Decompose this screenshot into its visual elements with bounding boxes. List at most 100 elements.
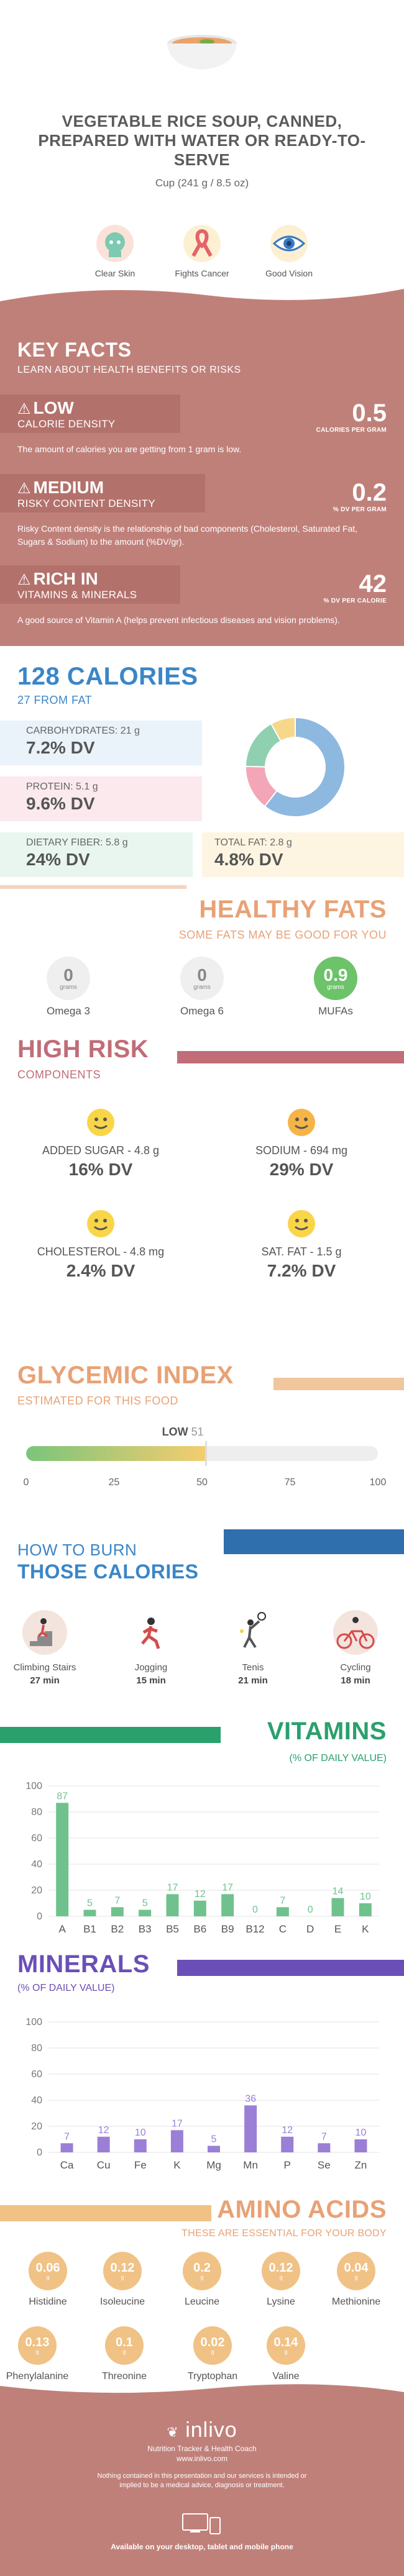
fact-description: The amount of calories you are getting f… xyxy=(17,444,242,454)
bar-value-label: 7 xyxy=(321,2131,327,2142)
category-label: P xyxy=(284,2159,291,2171)
bar-E xyxy=(331,1898,344,1916)
nutrient-dv: 4.8% DV xyxy=(214,850,283,869)
face-mask-icon xyxy=(96,225,134,262)
section-divider xyxy=(0,1727,221,1743)
bar-A xyxy=(56,1803,69,1916)
inlivo-logo[interactable]: ❦ inlivo xyxy=(167,2418,237,2442)
donut-slice-total-fat xyxy=(270,716,296,742)
bar-value-label: 12 xyxy=(98,2125,109,2136)
bar-B1 xyxy=(83,1909,96,1916)
y-tick-label: 60 xyxy=(31,2069,42,2080)
warning-icon: ⚠ xyxy=(17,571,31,588)
activity-cycling: Cycling 18 min xyxy=(309,1609,402,1686)
glycemic-value: 51 xyxy=(191,1426,204,1438)
fact-label: RISKY CONTENT DENSITY xyxy=(17,498,155,509)
fat-value: 0 xyxy=(197,965,207,985)
risk-dv: 16% DV xyxy=(68,1160,133,1179)
activity-time: 18 min xyxy=(341,1675,370,1686)
calories-subtitle: 27 FROM FAT xyxy=(17,694,93,706)
benefit-label: Clear Skin xyxy=(94,268,135,278)
burn-subtitle: HOW TO BURN xyxy=(17,1541,137,1559)
footer-url[interactable]: www.inlivo.com xyxy=(176,2454,228,2463)
fat-name: Omega 3 xyxy=(47,1005,90,1017)
smiley-face-icon xyxy=(87,1109,114,1136)
amino-value: 0.06 xyxy=(35,2261,60,2275)
bar-Ca xyxy=(60,2143,73,2152)
fat-value: 0.9 xyxy=(323,965,348,985)
glycemic-tick-label: 75 xyxy=(284,1477,296,1488)
stairs-icon xyxy=(22,1610,67,1655)
activity-tennis: Tenis 21 min xyxy=(206,1609,300,1686)
category-label: Mn xyxy=(243,2159,258,2171)
amino-value: 0.14 xyxy=(273,2336,298,2349)
category-label: B1 xyxy=(83,1923,96,1935)
section-divider xyxy=(273,1378,404,1390)
risk-added-sugar: ADDED SUGAR - 4.8 g 16% DV xyxy=(20,1107,181,1180)
bar-value-label: 17 xyxy=(172,2118,183,2129)
fact-label: CALORIE DENSITY xyxy=(17,418,116,430)
y-tick-label: 80 xyxy=(31,1807,42,1818)
glycemic-tick-label: 100 xyxy=(369,1477,387,1488)
glycemic-tick-label: 0 xyxy=(23,1477,29,1488)
fact-level: ⚠ MEDIUM xyxy=(17,478,104,497)
fact-value: 0.2 xyxy=(352,479,387,506)
bar-value-label: 12 xyxy=(195,1889,206,1900)
fat-name: Omega 6 xyxy=(180,1005,224,1017)
activity-time: 27 min xyxy=(30,1675,60,1686)
y-tick-label: 0 xyxy=(37,2147,42,2158)
y-tick-label: 100 xyxy=(25,1781,42,1791)
fact-unit: % DV PER GRAM xyxy=(333,506,387,513)
footer-disclaimer: Nothing contained in this presentation a… xyxy=(97,2472,307,2489)
amino-histidine: 0.06 g Histidine xyxy=(11,2252,85,2308)
category-label: B9 xyxy=(221,1923,234,1935)
category-label: A xyxy=(58,1923,66,1935)
y-tick-label: 40 xyxy=(31,1859,42,1870)
fat-mufas: 0.9 grams MUFAs xyxy=(298,957,373,1017)
bar-C xyxy=(276,1907,289,1916)
benefits-row: Clear Skin Fights Cancer Good Vision xyxy=(0,224,404,298)
amino-value: 0.12 xyxy=(269,2261,293,2275)
benefit-label: Good Vision xyxy=(265,268,313,278)
fact-value: 0.5 xyxy=(352,399,387,427)
glycemic-bar-fill xyxy=(26,1446,206,1461)
risk-saturated-fat: SAT. FAT - 1.5 g 7.2% DV xyxy=(221,1208,382,1281)
risk-cholesterol: CHOLESTEROL - 4.8 mg 2.4% DV xyxy=(20,1208,181,1281)
leaf-icon: ❦ xyxy=(167,2424,179,2440)
glycemic-index-title: GLYCEMIC INDEX xyxy=(17,1362,234,1389)
bar-Mg xyxy=(208,2146,220,2152)
nutrient-dv: 9.6% DV xyxy=(26,794,95,813)
category-label: Ca xyxy=(60,2159,74,2171)
amino-threonine: 0.1 g Threonine xyxy=(87,2326,162,2382)
category-label: C xyxy=(279,1923,287,1935)
section-divider xyxy=(224,1529,404,1554)
wave-divider xyxy=(0,2384,404,2398)
fact-description: Risky Content density is the relationshi… xyxy=(17,524,358,547)
bar-value-label: 7 xyxy=(64,2131,70,2142)
smiley-face-icon xyxy=(87,1210,114,1237)
activity-time: 15 min xyxy=(136,1675,166,1686)
high-risk-subtitle: COMPONENTS xyxy=(17,1068,101,1081)
amino-phenylalanine: 0.13 g Phenylalanine xyxy=(0,2326,75,2382)
healthy-fats-title: HEALTHY FATS xyxy=(199,896,387,923)
fat-value: 0 xyxy=(63,965,73,985)
donut-slice-carbohydrates xyxy=(264,716,346,817)
serving-size: Cup (241 g / 8.5 oz) xyxy=(155,177,249,189)
fact-value: 42 xyxy=(359,570,387,598)
y-tick-label: 80 xyxy=(31,2043,42,2054)
benefit-clear-skin: Clear Skin xyxy=(81,224,149,279)
amino-isoleucine: 0.12 g Isoleucine xyxy=(85,2252,160,2308)
glycemic-marker xyxy=(204,1441,207,1466)
ribbon-icon xyxy=(183,225,221,262)
wave-divider xyxy=(0,289,404,307)
vitamins-subtitle: (% OF DAILY VALUE) xyxy=(289,1753,387,1764)
activity-climbing-stairs: Climbing Stairs 27 min xyxy=(0,1609,91,1686)
amino-tryptophan: 0.02 g Tryptophan xyxy=(175,2326,250,2382)
bar-value-label: 17 xyxy=(167,1882,178,1893)
bar-Fe xyxy=(134,2139,147,2152)
bar-P xyxy=(281,2136,294,2152)
bar-value-label: 5 xyxy=(211,2134,217,2145)
risk-dv: 2.4% DV xyxy=(66,1261,135,1280)
header: VEGETABLE RICE SOUP, CANNED, PREPARED WI… xyxy=(0,0,404,214)
amino-value: 0.13 xyxy=(25,2336,50,2349)
